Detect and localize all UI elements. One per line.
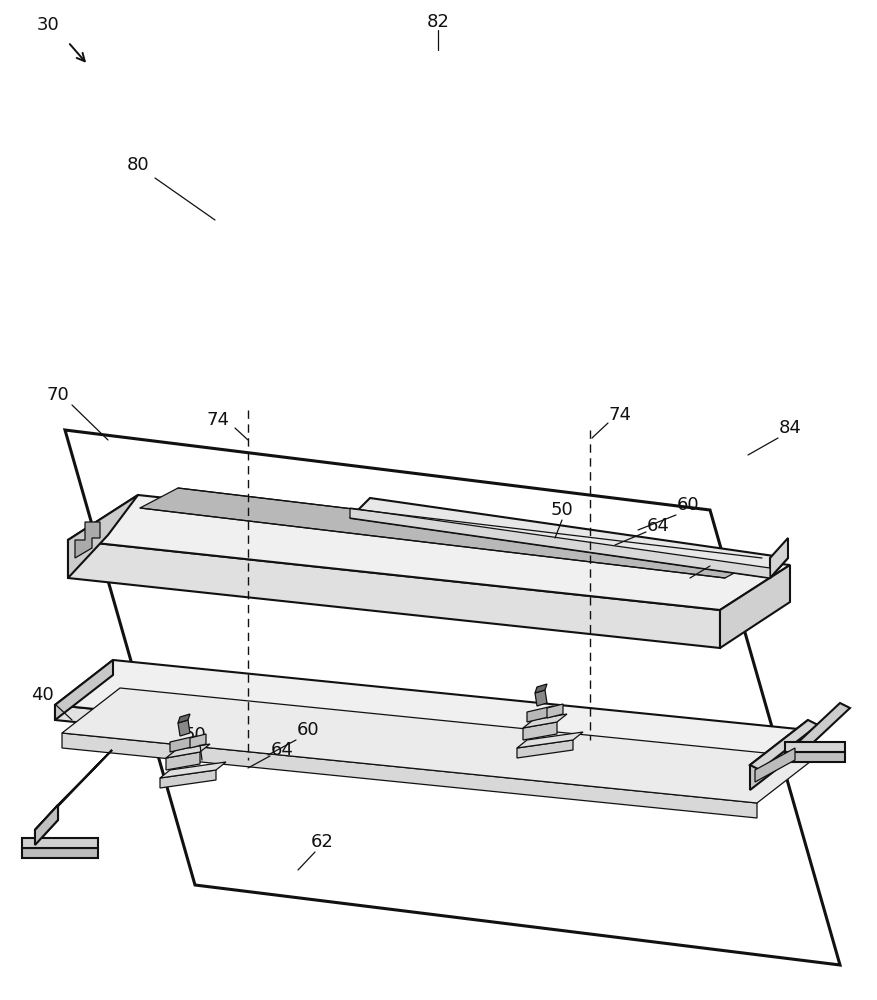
Polygon shape [35, 750, 112, 830]
Polygon shape [55, 660, 807, 775]
Polygon shape [526, 706, 553, 722]
Polygon shape [350, 508, 769, 578]
Polygon shape [523, 714, 567, 728]
Polygon shape [170, 736, 196, 752]
Polygon shape [55, 660, 113, 720]
Polygon shape [719, 565, 789, 648]
Polygon shape [68, 495, 789, 610]
Text: 40: 40 [31, 686, 53, 704]
Text: 64: 64 [645, 517, 668, 535]
Polygon shape [517, 740, 573, 758]
Text: 82: 82 [426, 13, 449, 31]
Polygon shape [160, 762, 225, 778]
Text: 64: 64 [270, 741, 293, 759]
Text: 74: 74 [206, 411, 229, 429]
Text: 70: 70 [46, 386, 69, 404]
Polygon shape [350, 498, 787, 578]
Text: 62: 62 [709, 551, 732, 569]
Polygon shape [178, 714, 189, 723]
Polygon shape [55, 705, 749, 790]
Polygon shape [534, 684, 546, 693]
Polygon shape [791, 703, 849, 753]
Text: 74: 74 [608, 406, 631, 424]
Polygon shape [68, 540, 719, 648]
Polygon shape [35, 805, 58, 845]
Text: 62: 62 [310, 833, 333, 851]
Text: 60: 60 [296, 721, 319, 739]
Polygon shape [62, 688, 814, 803]
Polygon shape [139, 488, 761, 578]
Polygon shape [754, 748, 794, 782]
Text: 60: 60 [676, 496, 698, 514]
Polygon shape [517, 732, 582, 748]
Polygon shape [68, 495, 138, 578]
Polygon shape [65, 430, 839, 965]
Polygon shape [62, 733, 756, 818]
Polygon shape [523, 722, 556, 740]
Polygon shape [749, 720, 807, 790]
Text: 80: 80 [126, 156, 149, 174]
Text: 30: 30 [37, 16, 60, 34]
Text: 50: 50 [183, 726, 206, 744]
Text: 84: 84 [778, 419, 801, 437]
Polygon shape [189, 734, 206, 748]
Polygon shape [784, 752, 844, 762]
Polygon shape [160, 770, 216, 788]
Polygon shape [75, 522, 100, 558]
Polygon shape [534, 690, 546, 706]
Polygon shape [166, 752, 200, 770]
Polygon shape [749, 720, 817, 770]
Polygon shape [784, 742, 844, 752]
Polygon shape [769, 538, 787, 578]
Polygon shape [178, 720, 189, 736]
Text: 50: 50 [550, 501, 573, 519]
Polygon shape [22, 838, 98, 848]
Polygon shape [22, 848, 98, 858]
Polygon shape [35, 805, 58, 845]
Polygon shape [166, 744, 210, 758]
Polygon shape [546, 704, 562, 718]
